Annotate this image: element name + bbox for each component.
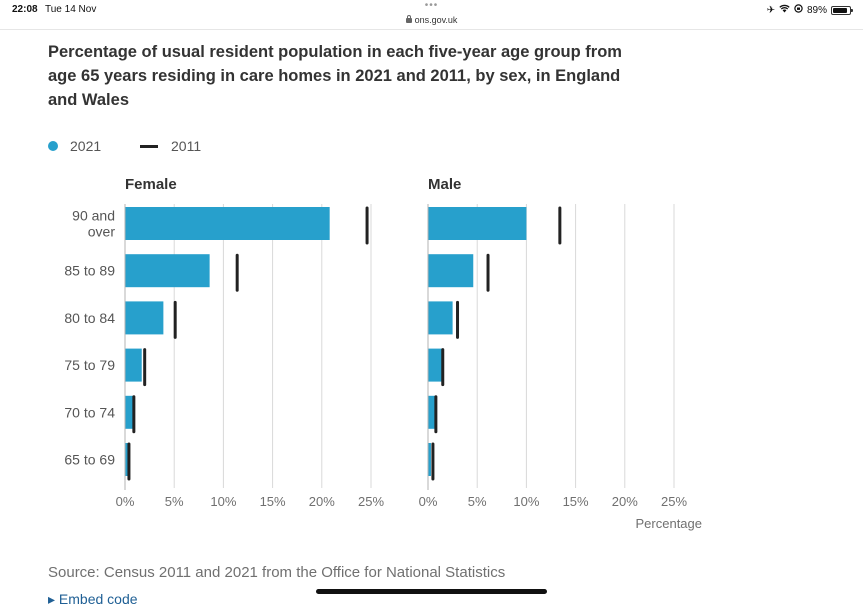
battery-level: [833, 7, 848, 13]
bar-2021-male-0: [428, 207, 527, 240]
x-tick-label-male-3: 15%: [563, 494, 589, 509]
status-divider: [0, 29, 863, 30]
panel-title-female: Female: [125, 176, 177, 193]
x-tick-label-male-2: 10%: [513, 494, 539, 509]
x-tick-label-female-2: 10%: [210, 494, 236, 509]
chart-plot-area: Female 0% 5% 10% 15% 20% 25% Male 0% 5% 10% 15% 20% 2…: [64, 176, 703, 531]
source-note: Source: Census 2011 and 2021 from the Of…: [48, 564, 506, 581]
chart-title: Percentage of usual resident population …: [48, 43, 622, 109]
category-label-1: 85 to 89: [64, 263, 115, 279]
category-label-3: 75 to 79: [64, 357, 115, 373]
status-time: 22:08: [12, 4, 38, 15]
home-indicator[interactable]: [316, 589, 547, 594]
status-date: Tue 14 Nov: [45, 4, 97, 15]
panel-title-male: Male: [428, 176, 461, 193]
bar-2021-female-1: [125, 254, 210, 288]
status-bar: 22:08 Tue 14 Nov ••• ons.gov.uk ✈ 89%: [0, 0, 863, 30]
status-indicators: ✈ 89%: [766, 4, 853, 16]
bar-2021-female-5: [125, 443, 128, 476]
bar-2021-male-2: [428, 301, 453, 335]
legend-item-2021: 2021: [48, 138, 101, 154]
bar-2021-male-4: [428, 395, 435, 429]
orientation-lock-icon: [794, 4, 803, 16]
wifi-icon: [779, 4, 790, 16]
bar-2021-female-0: [125, 207, 330, 240]
legend-item-2011: 2011: [140, 138, 201, 154]
bar-2021-female-2: [125, 301, 164, 335]
category-label-2: 80 to 84: [64, 310, 115, 326]
x-tick-label-male-0: 0%: [419, 494, 438, 509]
battery-icon: [831, 5, 853, 15]
battery-percent: 89%: [806, 4, 827, 16]
x-tick-label-female-0: 0%: [116, 494, 135, 509]
url-text: ons.gov.uk: [414, 15, 458, 25]
bar-2021-female-4: [125, 395, 133, 429]
x-tick-label-male-5: 25%: [661, 494, 687, 509]
x-tick-label-female-3: 15%: [260, 494, 286, 509]
category-label-0: 90 and over: [72, 208, 115, 240]
x-tick-label-female-5: 25%: [358, 494, 384, 509]
x-tick-label-female-4: 20%: [309, 494, 335, 509]
legend-dot-marker: [48, 141, 58, 151]
legend-line-marker: [140, 144, 158, 148]
bar-2021-male-5: [428, 443, 431, 476]
x-tick-label-male-4: 20%: [612, 494, 638, 509]
bar-2021-female-3: [125, 348, 142, 382]
lock-icon: [405, 15, 412, 23]
x-tick-label-male-1: 5%: [468, 494, 487, 509]
x-axis-title: Percentage: [636, 516, 703, 531]
category-label-5: 65 to 69: [64, 452, 115, 468]
address-bar[interactable]: ons.gov.uk: [0, 15, 863, 25]
category-label-4: 70 to 74: [64, 404, 115, 420]
x-tick-label-female-1: 5%: [165, 494, 184, 509]
airplane-icon: ✈: [766, 4, 775, 16]
bar-2021-male-3: [428, 348, 442, 382]
more-dots-icon[interactable]: •••: [424, 0, 439, 11]
legend-label-2011: 2011: [171, 138, 202, 154]
bar-2021-male-1: [428, 254, 474, 288]
legend-label-2021: 2021: [70, 138, 102, 154]
